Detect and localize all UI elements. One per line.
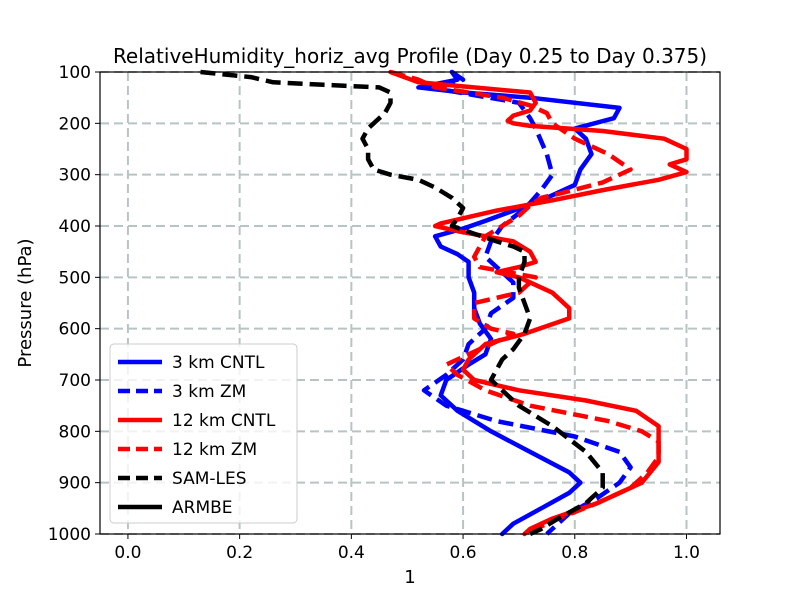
y-tick-label: 100 [59, 63, 91, 83]
y-tick-label: 500 [59, 268, 91, 288]
x-tick-label: 0.2 [226, 543, 253, 563]
x-axis-label: 1 [404, 567, 415, 588]
legend-label: 3 km CNTL [172, 353, 265, 373]
x-axis: 0.0 0.2 0.4 0.6 0.8 1.0 [114, 534, 700, 563]
y-tick-label: 1000 [48, 525, 91, 545]
y-tick-label: 700 [59, 371, 91, 391]
x-tick-label: 0.4 [338, 543, 365, 563]
series-group [200, 69, 689, 537]
series-line-3 [389, 69, 661, 536]
y-tick-label: 900 [59, 474, 91, 494]
x-tick-label: 0.0 [114, 543, 141, 563]
x-tick-label: 0.8 [561, 543, 588, 563]
y-axis: 100 200 300 400 500 600 700 800 900 1000 [48, 63, 100, 545]
y-tick-label: 300 [59, 166, 91, 186]
y-axis-label: Pressure (hPa) [15, 238, 36, 367]
y-tick-label: 800 [59, 422, 91, 442]
legend-label: SAM-LES [172, 469, 247, 489]
series-line-0 [416, 69, 622, 537]
legend-label: 3 km ZM [172, 382, 246, 402]
plot-frame [99, 71, 721, 535]
legend-label: 12 km ZM [172, 440, 257, 460]
y-tick-label: 200 [59, 114, 91, 134]
legend-label: ARMBE [172, 498, 233, 518]
legend-label: 12 km CNTL [172, 411, 276, 431]
x-tick-label: 1.0 [673, 543, 700, 563]
series-line-2 [388, 69, 689, 537]
x-tick-label: 0.6 [450, 543, 477, 563]
chart-title: RelativeHumidity_horiz_avg Profile (Day … [113, 44, 707, 68]
series-line-4 [200, 69, 605, 537]
y-tick-label: 400 [59, 217, 91, 237]
legend: 3 km CNTL 3 km ZM 12 km CNTL 12 km ZM SAM-LE… [109, 343, 298, 524]
series-line-1 [421, 70, 633, 536]
y-tick-label: 600 [59, 320, 91, 340]
